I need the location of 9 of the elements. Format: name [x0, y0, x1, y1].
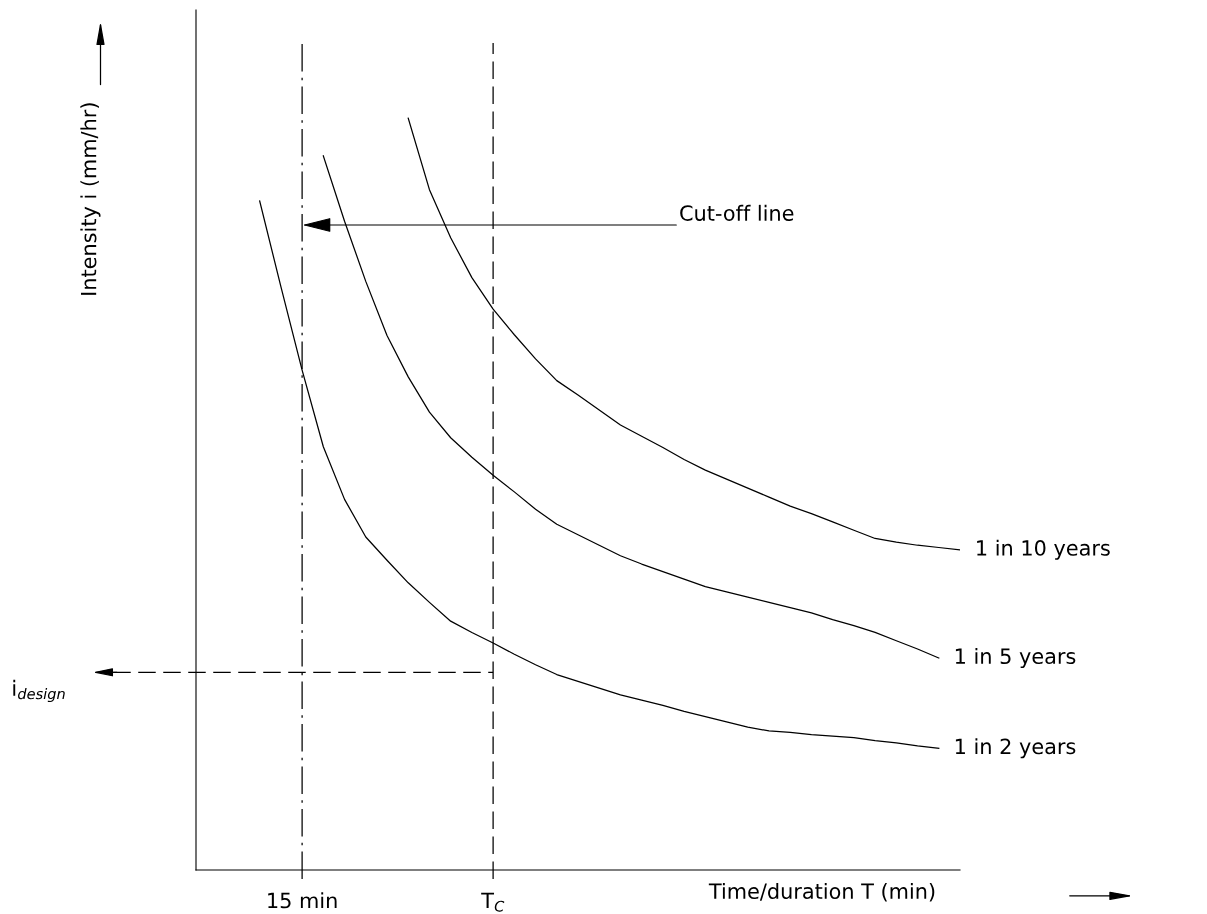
- annotation: Cut-off line: [680, 204, 794, 221]
- x-tick-label: 15 min: [268, 892, 337, 909]
- series-label: 1 in 10 years: [977, 539, 1110, 560]
- y-axis-title: Intensity i (mm/hr): [80, 103, 101, 295]
- ref-line-label: i$_{design}$: [13, 679, 65, 703]
- series-label: 1 in 5 years: [955, 647, 1076, 669]
- x-axis-title: Time/duration T (min): [708, 882, 935, 902]
- x-tick-label: T$_{C}$: [481, 892, 505, 912]
- series-label: 1 in 2 years: [955, 738, 1076, 759]
